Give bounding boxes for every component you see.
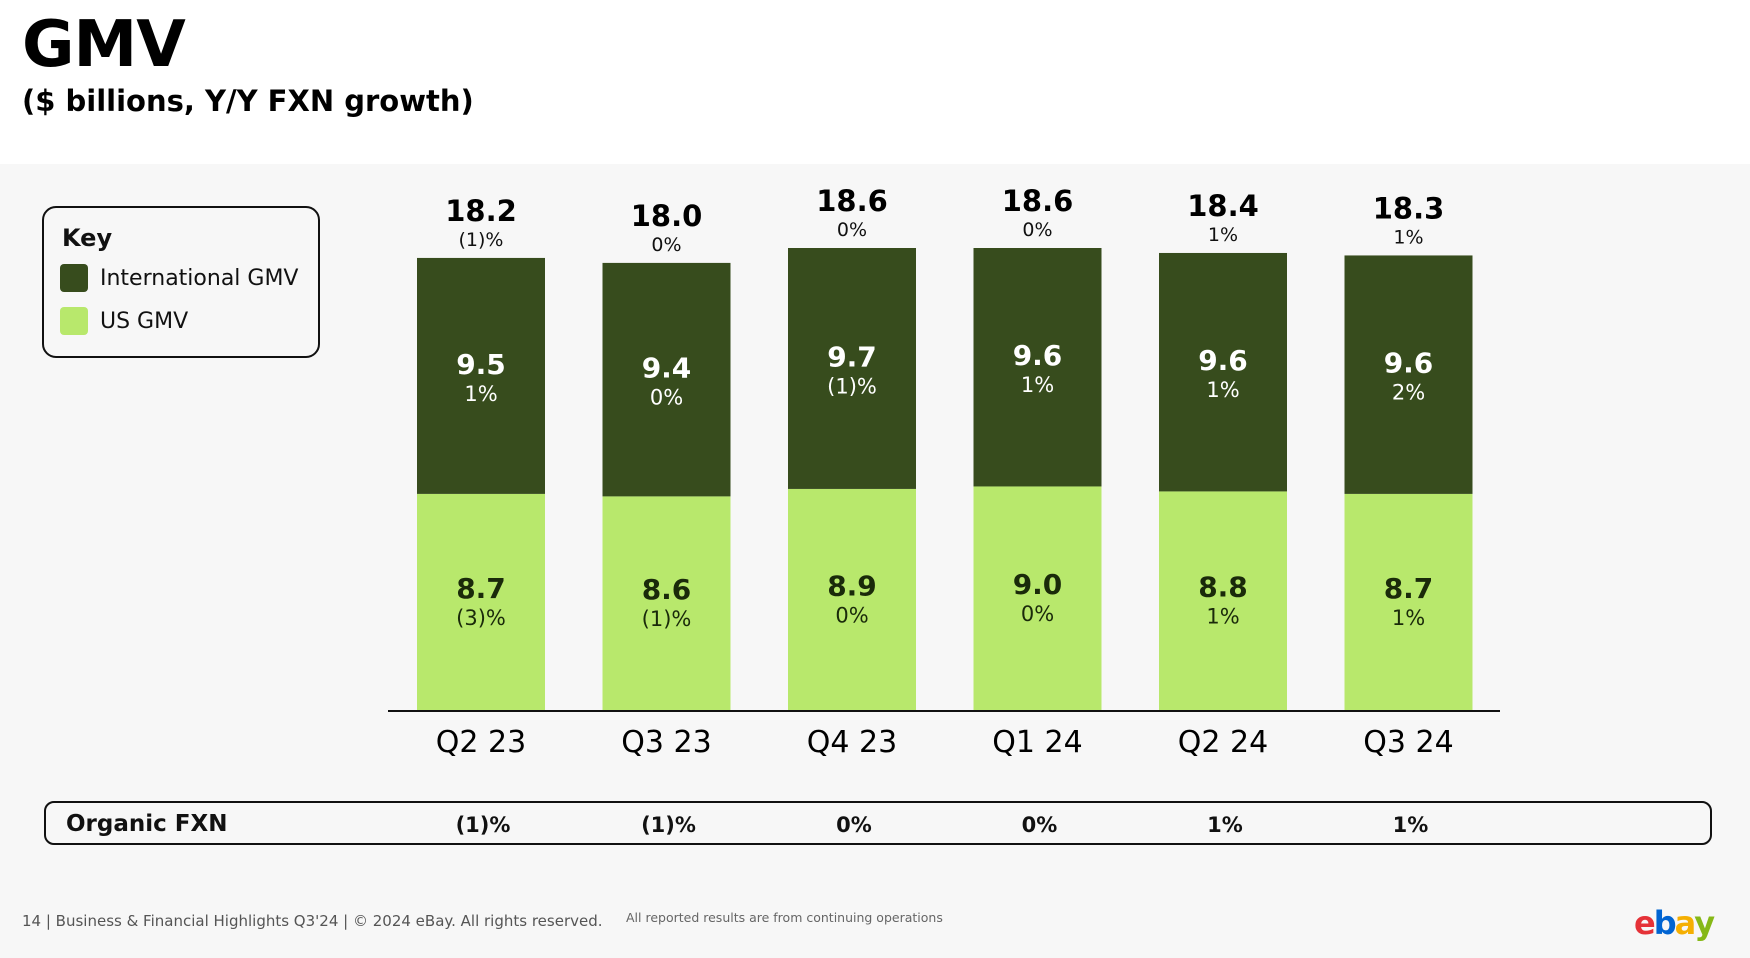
label-total-value-4: 18.4 xyxy=(1187,189,1259,223)
label-international-value-1: 9.4 xyxy=(642,352,692,385)
bar-international-4 xyxy=(1159,252,1287,492)
logo-letter-2: a xyxy=(1674,904,1697,942)
legend: Key International GMV US GMV xyxy=(42,206,320,358)
x-tick-label-0: Q2 23 xyxy=(436,725,526,760)
gmv-stacked-bar-chart: 9.51%8.7(3)%18.2(1)%Q2 239.40%8.6(1)%18.… xyxy=(388,184,1500,760)
label-total-growth-0: (1)% xyxy=(459,229,504,251)
label-us-growth-1: (1)% xyxy=(642,607,692,631)
label-total-value-2: 18.6 xyxy=(816,184,888,218)
x-tick-label-4: Q2 24 xyxy=(1178,725,1268,760)
bar-international-5 xyxy=(1344,255,1473,494)
page-title: GMV xyxy=(22,8,186,82)
bar-international-2 xyxy=(788,248,916,489)
bar-us-1 xyxy=(602,496,731,710)
label-international-growth-3: 1% xyxy=(1021,373,1054,397)
label-international-growth-1: 0% xyxy=(650,386,683,410)
label-international-value-0: 9.5 xyxy=(456,348,506,381)
label-total-value-1: 18.0 xyxy=(631,199,703,233)
bar-us-5 xyxy=(1344,493,1473,710)
label-total-growth-5: 1% xyxy=(1393,226,1423,248)
label-international-value-4: 9.6 xyxy=(1198,344,1248,377)
logo-letter-0: e xyxy=(1634,904,1656,942)
legend-title: Key xyxy=(62,224,113,252)
x-tick-label-3: Q1 24 xyxy=(992,725,1082,760)
bar-us-2 xyxy=(788,488,916,710)
bar-us-3 xyxy=(973,486,1102,710)
label-total-growth-3: 0% xyxy=(1022,219,1052,241)
header: GMV ($ billions, Y/Y FXN growth) xyxy=(0,0,1750,164)
label-us-growth-5: 1% xyxy=(1392,606,1425,630)
label-international-growth-2: (1)% xyxy=(827,374,877,398)
label-total-value-0: 18.2 xyxy=(445,194,517,228)
legend-label-international: International GMV xyxy=(100,265,299,291)
legend-swatch-us xyxy=(60,307,88,335)
label-total-value-3: 18.6 xyxy=(1002,184,1074,218)
organic-fxn-value-2: 0% xyxy=(836,813,872,837)
bar-us-4 xyxy=(1159,491,1287,710)
label-us-value-1: 8.6 xyxy=(642,573,692,606)
label-international-growth-0: 1% xyxy=(464,382,497,406)
organic-fxn-label: Organic FXN xyxy=(66,811,228,837)
x-tick-label-5: Q3 24 xyxy=(1363,725,1453,760)
logo-letter-3: y xyxy=(1694,904,1715,942)
legend-item-us: US GMV xyxy=(60,307,188,335)
x-tick-label-1: Q3 23 xyxy=(621,725,711,760)
legend-swatch-international xyxy=(60,264,88,292)
label-us-value-2: 8.9 xyxy=(827,569,877,602)
bar-international-1 xyxy=(602,262,731,497)
label-us-growth-3: 0% xyxy=(1021,602,1054,626)
label-us-growth-0: (3)% xyxy=(456,606,506,630)
label-total-growth-4: 1% xyxy=(1208,224,1238,246)
label-international-value-3: 9.6 xyxy=(1013,339,1063,372)
legend-label-us: US GMV xyxy=(100,308,189,334)
page-subtitle: ($ billions, Y/Y FXN growth) xyxy=(22,84,474,118)
label-us-value-5: 8.7 xyxy=(1384,572,1434,605)
label-us-value-4: 8.8 xyxy=(1198,571,1248,604)
label-total-growth-1: 0% xyxy=(651,234,681,256)
label-international-growth-5: 2% xyxy=(1392,381,1425,405)
footer-note: All reported results are from continuing… xyxy=(626,910,943,925)
label-international-value-5: 9.6 xyxy=(1384,347,1434,380)
organic-fxn-value-5: 1% xyxy=(1392,813,1429,837)
ebay-logo: ebay xyxy=(1634,904,1715,942)
legend-item-international: International GMV xyxy=(60,264,298,292)
bar-us-0 xyxy=(417,493,545,710)
label-total-value-5: 18.3 xyxy=(1373,191,1445,225)
label-us-value-3: 9.0 xyxy=(1013,568,1063,601)
logo-letter-1: b xyxy=(1653,904,1677,942)
label-international-value-2: 9.7 xyxy=(827,340,877,373)
label-total-growth-2: 0% xyxy=(837,219,867,241)
organic-fxn-row: Organic FXN (1)% (1)% 0% 0% 1% 1% xyxy=(44,801,1712,845)
organic-fxn-value-4: 1% xyxy=(1207,813,1243,837)
x-tick-label-2: Q4 23 xyxy=(807,725,897,760)
label-international-growth-4: 1% xyxy=(1206,378,1239,402)
bar-international-0 xyxy=(417,257,545,494)
bar-international-3 xyxy=(973,248,1102,487)
organic-fxn-value-0: (1)% xyxy=(455,813,511,837)
label-us-growth-2: 0% xyxy=(835,603,868,627)
organic-fxn-value-1: (1)% xyxy=(641,813,696,837)
footer-text: 14 | Business & Financial Highlights Q3'… xyxy=(22,912,603,930)
organic-fxn-value-3: 0% xyxy=(1021,813,1058,837)
label-us-growth-4: 1% xyxy=(1206,605,1239,629)
label-us-value-0: 8.7 xyxy=(456,572,506,605)
